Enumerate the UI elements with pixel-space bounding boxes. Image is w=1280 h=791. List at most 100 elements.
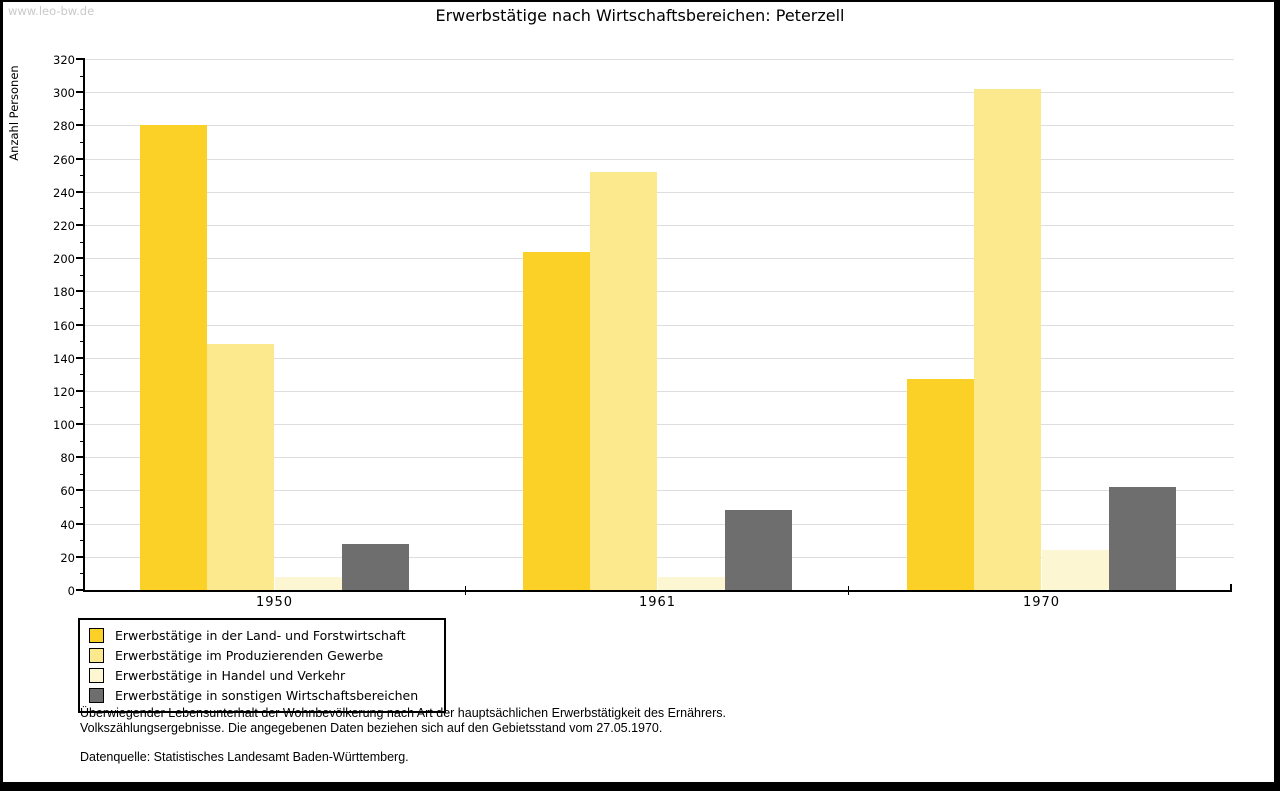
gridline-40 [85, 523, 1234, 525]
y-tick-label-300: 300 [53, 86, 75, 101]
legend-swatch-3 [89, 667, 104, 683]
x-category-label-1950: 1950 [255, 595, 294, 610]
bar-1970-series-4 [1108, 487, 1176, 590]
y-minor-tick-190 [80, 274, 85, 276]
legend-box: Erwerbstätige in der Land- und Forstwirt… [78, 618, 446, 713]
y-minor-tick-90 [80, 440, 85, 442]
y-tick-220 [76, 223, 85, 226]
x-boundary-tick-1 [465, 586, 466, 595]
legend-swatch-2 [89, 647, 104, 663]
bar-1950-series-3 [274, 576, 342, 590]
legend-label-3: Erwerbstätige in Handel und Verkehr [115, 667, 346, 683]
y-minor-tick-30 [80, 540, 85, 542]
legend-swatch-4 [89, 687, 104, 703]
y-minor-tick-250 [80, 175, 85, 177]
footnote-text: Überwiegender Lebensunterhalt der Wohnbe… [80, 706, 726, 735]
bar-1970-series-2 [974, 88, 1042, 590]
y-tick-100 [76, 423, 85, 426]
gridline-80 [85, 457, 1234, 459]
gridline-120 [85, 390, 1234, 392]
gridline-140 [85, 357, 1234, 359]
footnote-line-2: Volkszählungsergebnisse. Die angegebenen… [80, 720, 663, 735]
y-minor-tick-70 [80, 473, 85, 475]
y-tick-280 [76, 124, 85, 127]
gridline-180 [85, 291, 1234, 293]
bar-1970-series-1 [907, 379, 975, 590]
y-minor-tick-130 [80, 374, 85, 376]
y-tick-200 [76, 257, 85, 260]
bar-1961-series-1 [523, 251, 591, 590]
y-tick-300 [76, 91, 85, 94]
data-source-text: Datenquelle: Statistisches Landesamt Bad… [80, 750, 409, 764]
y-tick-40 [76, 522, 85, 525]
legend-label-4: Erwerbstätige in sonstigen Wirtschaftsbe… [115, 687, 419, 703]
gridline-280 [85, 125, 1234, 127]
gridline-60 [85, 490, 1234, 492]
gridline-160 [85, 324, 1234, 326]
y-tick-label-80: 80 [60, 451, 75, 466]
y-tick-180 [76, 290, 85, 293]
y-tick-label-280: 280 [53, 119, 75, 134]
y-minor-tick-230 [80, 208, 85, 210]
y-tick-160 [76, 323, 85, 326]
y-tick-label-160: 160 [53, 318, 75, 333]
y-tick-label-220: 220 [53, 218, 75, 233]
frame-border-left [0, 0, 3, 791]
y-axis-title: Anzahl Personen [7, 65, 21, 161]
y-tick-label-140: 140 [53, 351, 75, 366]
y-tick-80 [76, 456, 85, 459]
y-tick-label-240: 240 [53, 185, 75, 200]
y-minor-tick-270 [80, 141, 85, 143]
frame-border-right [1274, 0, 1280, 791]
y-minor-tick-310 [80, 75, 85, 77]
plot-area: 0 20 40 60 80 100 120 140 160 180 200 220 240 260 280 3… [53, 53, 1234, 610]
y-tick-label-120: 120 [53, 384, 75, 399]
y-tick-label-180: 180 [53, 285, 75, 300]
gridline-220 [85, 224, 1234, 226]
y-tick-60 [76, 489, 85, 492]
y-tick-240 [76, 190, 85, 193]
gridline-100 [85, 424, 1234, 426]
y-tick-label-320: 320 [53, 53, 75, 67]
y-minor-tick-210 [80, 241, 85, 243]
y-tick-label-100: 100 [53, 418, 75, 433]
y-tick-0 [76, 589, 85, 591]
y-tick-label-260: 260 [53, 152, 75, 167]
y-minor-tick-10 [80, 573, 85, 575]
legend-label-2: Erwerbstätige im Produzierenden Gewerbe [115, 647, 384, 663]
y-minor-tick-50 [80, 507, 85, 509]
y-tick-120 [76, 389, 85, 392]
gridline-200 [85, 258, 1234, 260]
y-tick-label-0: 0 [67, 584, 75, 598]
frame-border-bottom [0, 782, 1280, 791]
y-minor-tick-170 [80, 307, 85, 309]
watermark-link: www.leo-bw.de [8, 4, 95, 18]
bar-1950-series-1 [140, 125, 208, 590]
x-category-label-1961: 1961 [638, 595, 677, 610]
gridline-240 [85, 191, 1234, 193]
gridline-260 [85, 158, 1234, 160]
bar-1961-series-3 [657, 576, 725, 590]
y-tick-20 [76, 555, 85, 558]
legend-label-1: Erwerbstätige in der Land- und Forstwirt… [115, 627, 406, 643]
chart-title: Erwerbstätige nach Wirtschaftsbereichen:… [435, 6, 845, 25]
footnote-line-1: Überwiegender Lebensunterhalt der Wohnbe… [80, 706, 726, 720]
y-tick-label-40: 40 [60, 517, 75, 532]
bar-1950-series-4 [341, 543, 409, 590]
legend-swatch-1 [89, 627, 104, 643]
legend-item-2: Erwerbstätige im Produzierenden Gewerbe [89, 645, 444, 665]
bar-1961-series-4 [724, 510, 792, 590]
bar-1950-series-2 [207, 344, 275, 590]
legend-item-3: Erwerbstätige in Handel und Verkehr [89, 665, 444, 685]
y-tick-label-60: 60 [60, 484, 75, 499]
y-minor-tick-110 [80, 407, 85, 409]
gridline-320 [85, 59, 1234, 60]
x-category-label-1970: 1970 [1022, 595, 1061, 610]
y-tick-140 [76, 356, 85, 359]
x-axis-end-tick [1230, 584, 1232, 590]
y-tick-label-20: 20 [60, 550, 75, 565]
frame-border-top [0, 0, 1280, 2]
y-tick-label-200: 200 [53, 252, 75, 267]
legend-item-4: Erwerbstätige in sonstigen Wirtschaftsbe… [89, 685, 444, 705]
